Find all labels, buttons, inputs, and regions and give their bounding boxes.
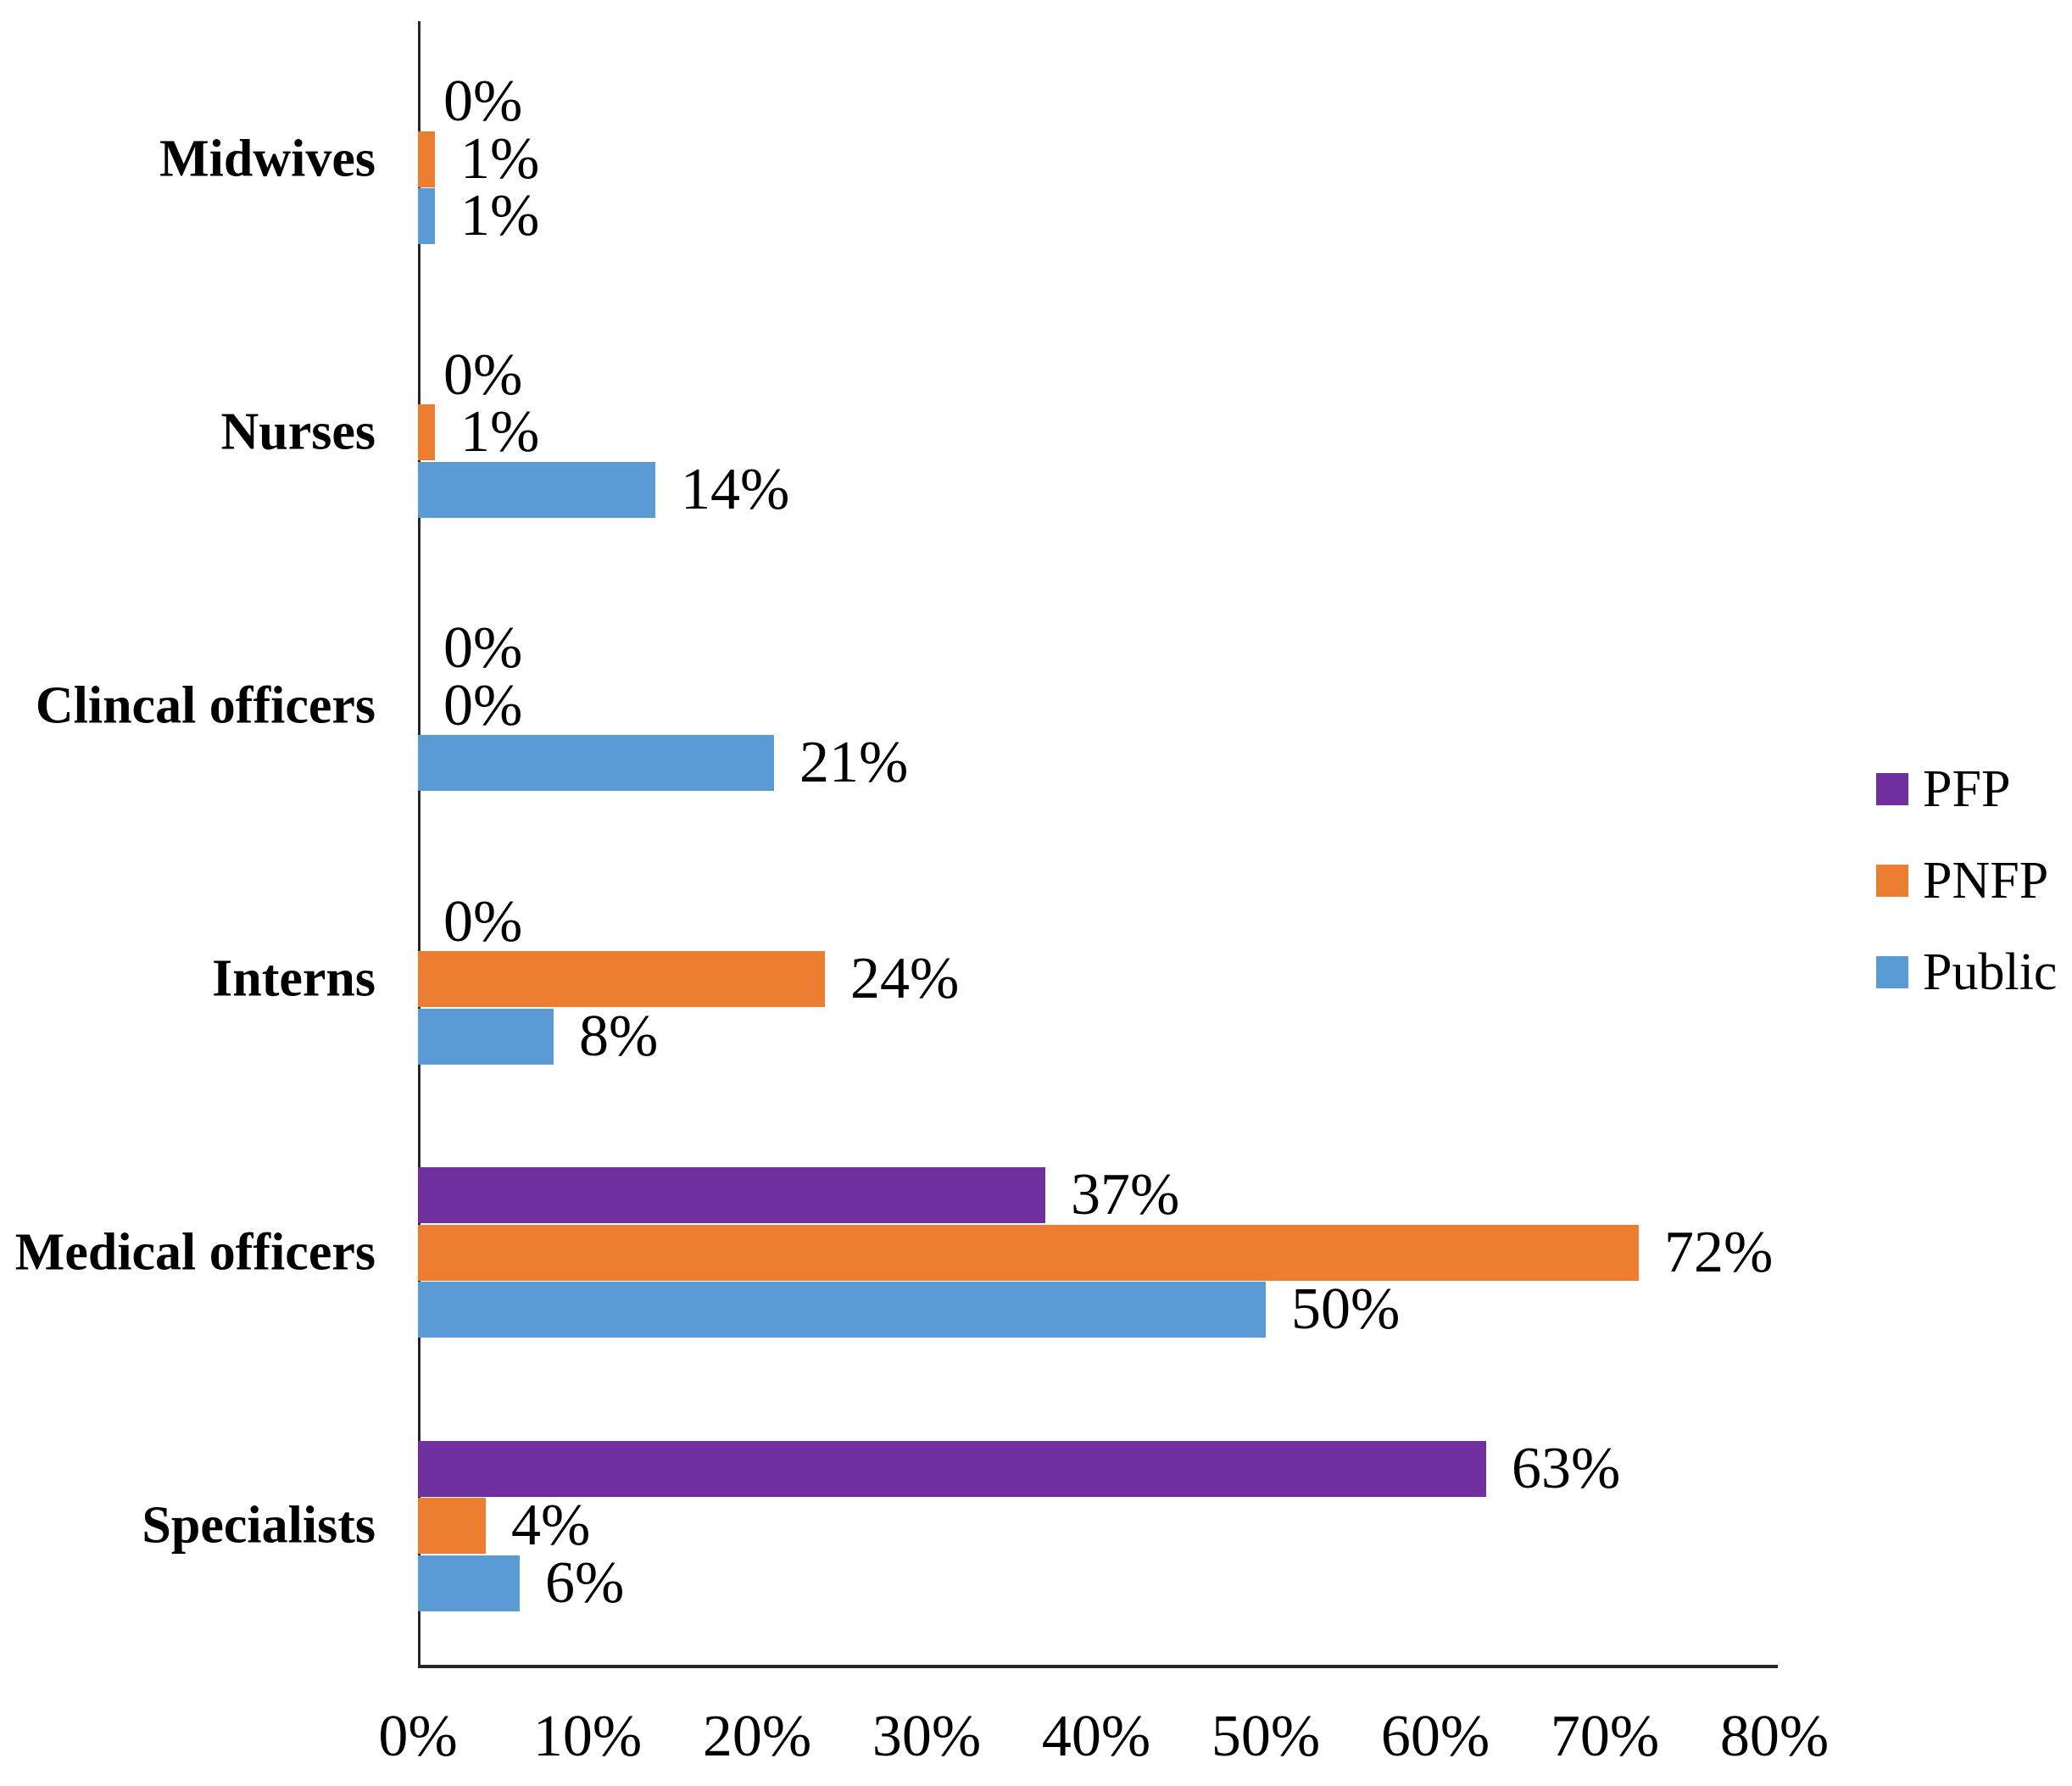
x-tick-label-20-: 20%: [702, 1704, 812, 1769]
bar-value-label-pnfp-midwives: 1%: [460, 125, 540, 192]
bar-public-specialists: [418, 1555, 520, 1611]
legend-swatch-public: [1876, 956, 1908, 988]
legend-item-pfp: PFP: [1876, 763, 2057, 815]
bar-value-label-public-midwives: 1%: [460, 183, 540, 248]
category-label-nurses: Nurses: [220, 403, 376, 461]
bar-pnfp-interns: [418, 951, 825, 1007]
bar-pnfp-medical-officers: [418, 1224, 1639, 1281]
x-tick-label-0-: 0%: [378, 1704, 458, 1769]
bar-value-label-public-clincal-officers: 21%: [799, 730, 909, 795]
bar-value-label-pfp-nurses: 0%: [443, 342, 523, 408]
legend-label-public: Public: [1923, 943, 2058, 1001]
bar-public-midwives: [418, 188, 435, 244]
bar-public-nurses: [418, 461, 655, 518]
x-tick-label-50-: 50%: [1211, 1704, 1321, 1769]
category-label-specialists: Specialists: [142, 1496, 376, 1555]
x-tick-label-80-: 80%: [1719, 1704, 1830, 1769]
bar-value-label-pnfp-clincal-officers: 0%: [443, 672, 523, 738]
bar-value-label-pnfp-specialists: 4%: [511, 1493, 591, 1558]
x-tick-label-70-: 70%: [1550, 1704, 1660, 1769]
bar-value-label-public-nurses: 14%: [681, 456, 790, 522]
x-axis-line: [418, 1665, 1778, 1668]
category-label-midwives: Midwives: [159, 130, 376, 187]
legend-swatch-pnfp: [1876, 865, 1908, 897]
bar-value-label-pnfp-interns: 24%: [850, 946, 960, 1011]
x-tick-label-60-: 60%: [1380, 1704, 1490, 1769]
x-tick-label-40-: 40%: [1041, 1704, 1151, 1769]
bar-pfp-specialists: [418, 1440, 1486, 1497]
legend-label-pfp: PFP: [1923, 760, 2011, 818]
bar-public-clincal-officers: [418, 735, 774, 791]
category-label-interns: Interns: [212, 949, 376, 1008]
bar-value-label-public-specialists: 6%: [545, 1550, 625, 1616]
legend-item-pnfp: PNFP: [1876, 854, 2057, 907]
bar-public-interns: [418, 1008, 554, 1065]
bar-pnfp-midwives: [418, 131, 435, 187]
bar-value-label-pfp-medical-officers: 37%: [1071, 1162, 1180, 1227]
legend-item-public: Public: [1876, 946, 2057, 999]
bar-pfp-medical-officers: [418, 1167, 1045, 1223]
legend-swatch-pfp: [1876, 773, 1908, 805]
bar-pnfp-nurses: [418, 404, 435, 460]
bar-value-label-pfp-clincal-officers: 0%: [443, 615, 523, 681]
bar-value-label-pfp-interns: 0%: [443, 888, 523, 954]
x-tick-label-10-: 10%: [532, 1704, 643, 1769]
legend: PFP PNFP Public: [1876, 763, 2057, 1038]
bar-value-label-pfp-midwives: 0%: [443, 69, 523, 134]
bar-value-label-pfp-specialists: 63%: [1512, 1435, 1621, 1501]
bar-value-label-public-interns: 8%: [579, 1003, 659, 1069]
bar-value-label-public-medical-officers: 50%: [1291, 1277, 1401, 1342]
legend-label-pnfp: PNFP: [1923, 852, 2049, 910]
bar-pnfp-specialists: [418, 1498, 486, 1554]
y-axis-line: [418, 21, 421, 1668]
category-label-clincal-officers: Clincal officers: [35, 676, 376, 734]
x-tick-label-30-: 30%: [872, 1704, 982, 1769]
bar-value-label-pnfp-nurses: 1%: [460, 399, 540, 465]
category-label-medical-officers: Medical officers: [14, 1223, 376, 1281]
bar-value-label-pnfp-medical-officers: 72%: [1664, 1219, 1774, 1285]
bar-public-medical-officers: [418, 1282, 1266, 1338]
